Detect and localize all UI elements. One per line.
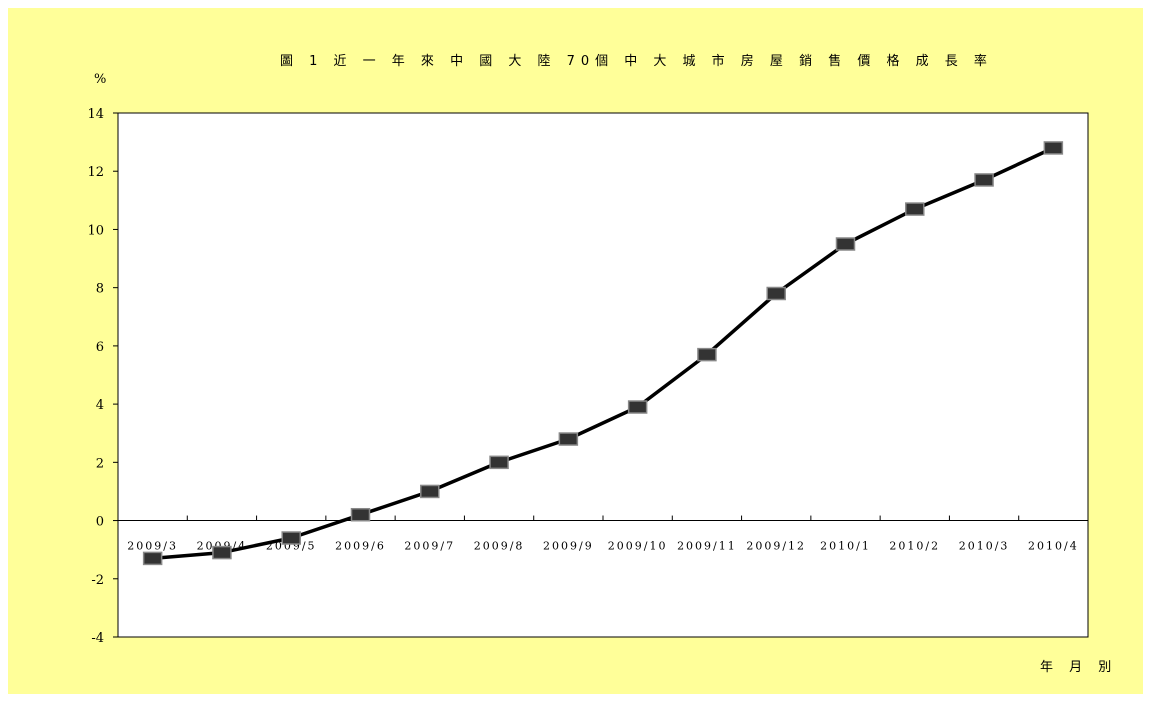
line-chart: 圖 1 近 一 年 來 中 國 大 陸 70個 中 大 城 市 房 屋 銷 售 …	[87, 53, 1117, 675]
x-tick-label: 2009/3	[127, 540, 178, 553]
data-point-marker	[212, 545, 232, 560]
x-tick-label: 2009/7	[404, 540, 455, 553]
data-point-marker	[627, 400, 648, 414]
plot-area	[117, 112, 1089, 638]
data-point-marker	[835, 237, 856, 251]
data-point-marker	[697, 347, 717, 362]
data-point-marker	[281, 531, 301, 545]
y-tick-label: 10	[87, 223, 104, 238]
y-tick-label: 6	[96, 340, 104, 355]
chart-frame: 圖 1 近 一 年 來 中 國 大 陸 70個 中 大 城 市 房 屋 銷 售 …	[8, 8, 1143, 694]
y-axis: -4 -2 0 2 4 6 8 10 12 14	[87, 107, 118, 646]
series-layer	[142, 141, 1064, 566]
y-tick-label: 14	[87, 107, 104, 122]
data-point-marker	[766, 286, 786, 301]
data-point-marker	[489, 455, 509, 470]
series-line	[152, 146, 1055, 561]
data-point-marker	[974, 173, 994, 187]
y-tick-label: 4	[96, 398, 104, 413]
y-axis-unit: %	[94, 72, 106, 87]
x-tick-label: 2009/11	[677, 540, 737, 553]
y-tick-label: 12	[87, 165, 104, 180]
data-point-marker	[905, 202, 925, 216]
x-tick-label: 2009/5	[266, 540, 317, 553]
y-tick-label: -4	[91, 631, 104, 646]
y-tick-label: 0	[96, 515, 104, 530]
data-point-marker	[350, 507, 371, 522]
x-tick-label: 2009/6	[335, 540, 386, 553]
chart-title: 圖 1 近 一 年 來 中 國 大 陸 70個 中 大 城 市 房 屋 銷 售 …	[280, 53, 993, 69]
x-tick-label: 2010/1	[820, 540, 871, 553]
x-tick-label: 2010/3	[959, 540, 1010, 553]
y-tick-label: -2	[91, 573, 104, 588]
y-tick-label: 2	[96, 456, 104, 471]
x-axis: 2009/32009/42009/52009/62009/72009/82009…	[117, 515, 1089, 553]
x-tick-label: 2009/10	[608, 540, 668, 553]
x-tick-label: 2010/4	[1028, 540, 1079, 553]
x-tick-label: 2009/9	[543, 540, 594, 553]
x-axis-label: 年 月 別	[1040, 660, 1117, 675]
data-point-marker	[1043, 141, 1064, 155]
x-tick-label: 2009/8	[474, 540, 525, 553]
x-tick-label: 2009/12	[746, 540, 806, 553]
data-point-marker	[420, 484, 440, 499]
y-tick-label: 8	[96, 282, 104, 297]
data-point-marker	[558, 432, 579, 446]
x-tick-label: 2010/2	[889, 540, 940, 553]
data-point-marker	[142, 551, 163, 566]
